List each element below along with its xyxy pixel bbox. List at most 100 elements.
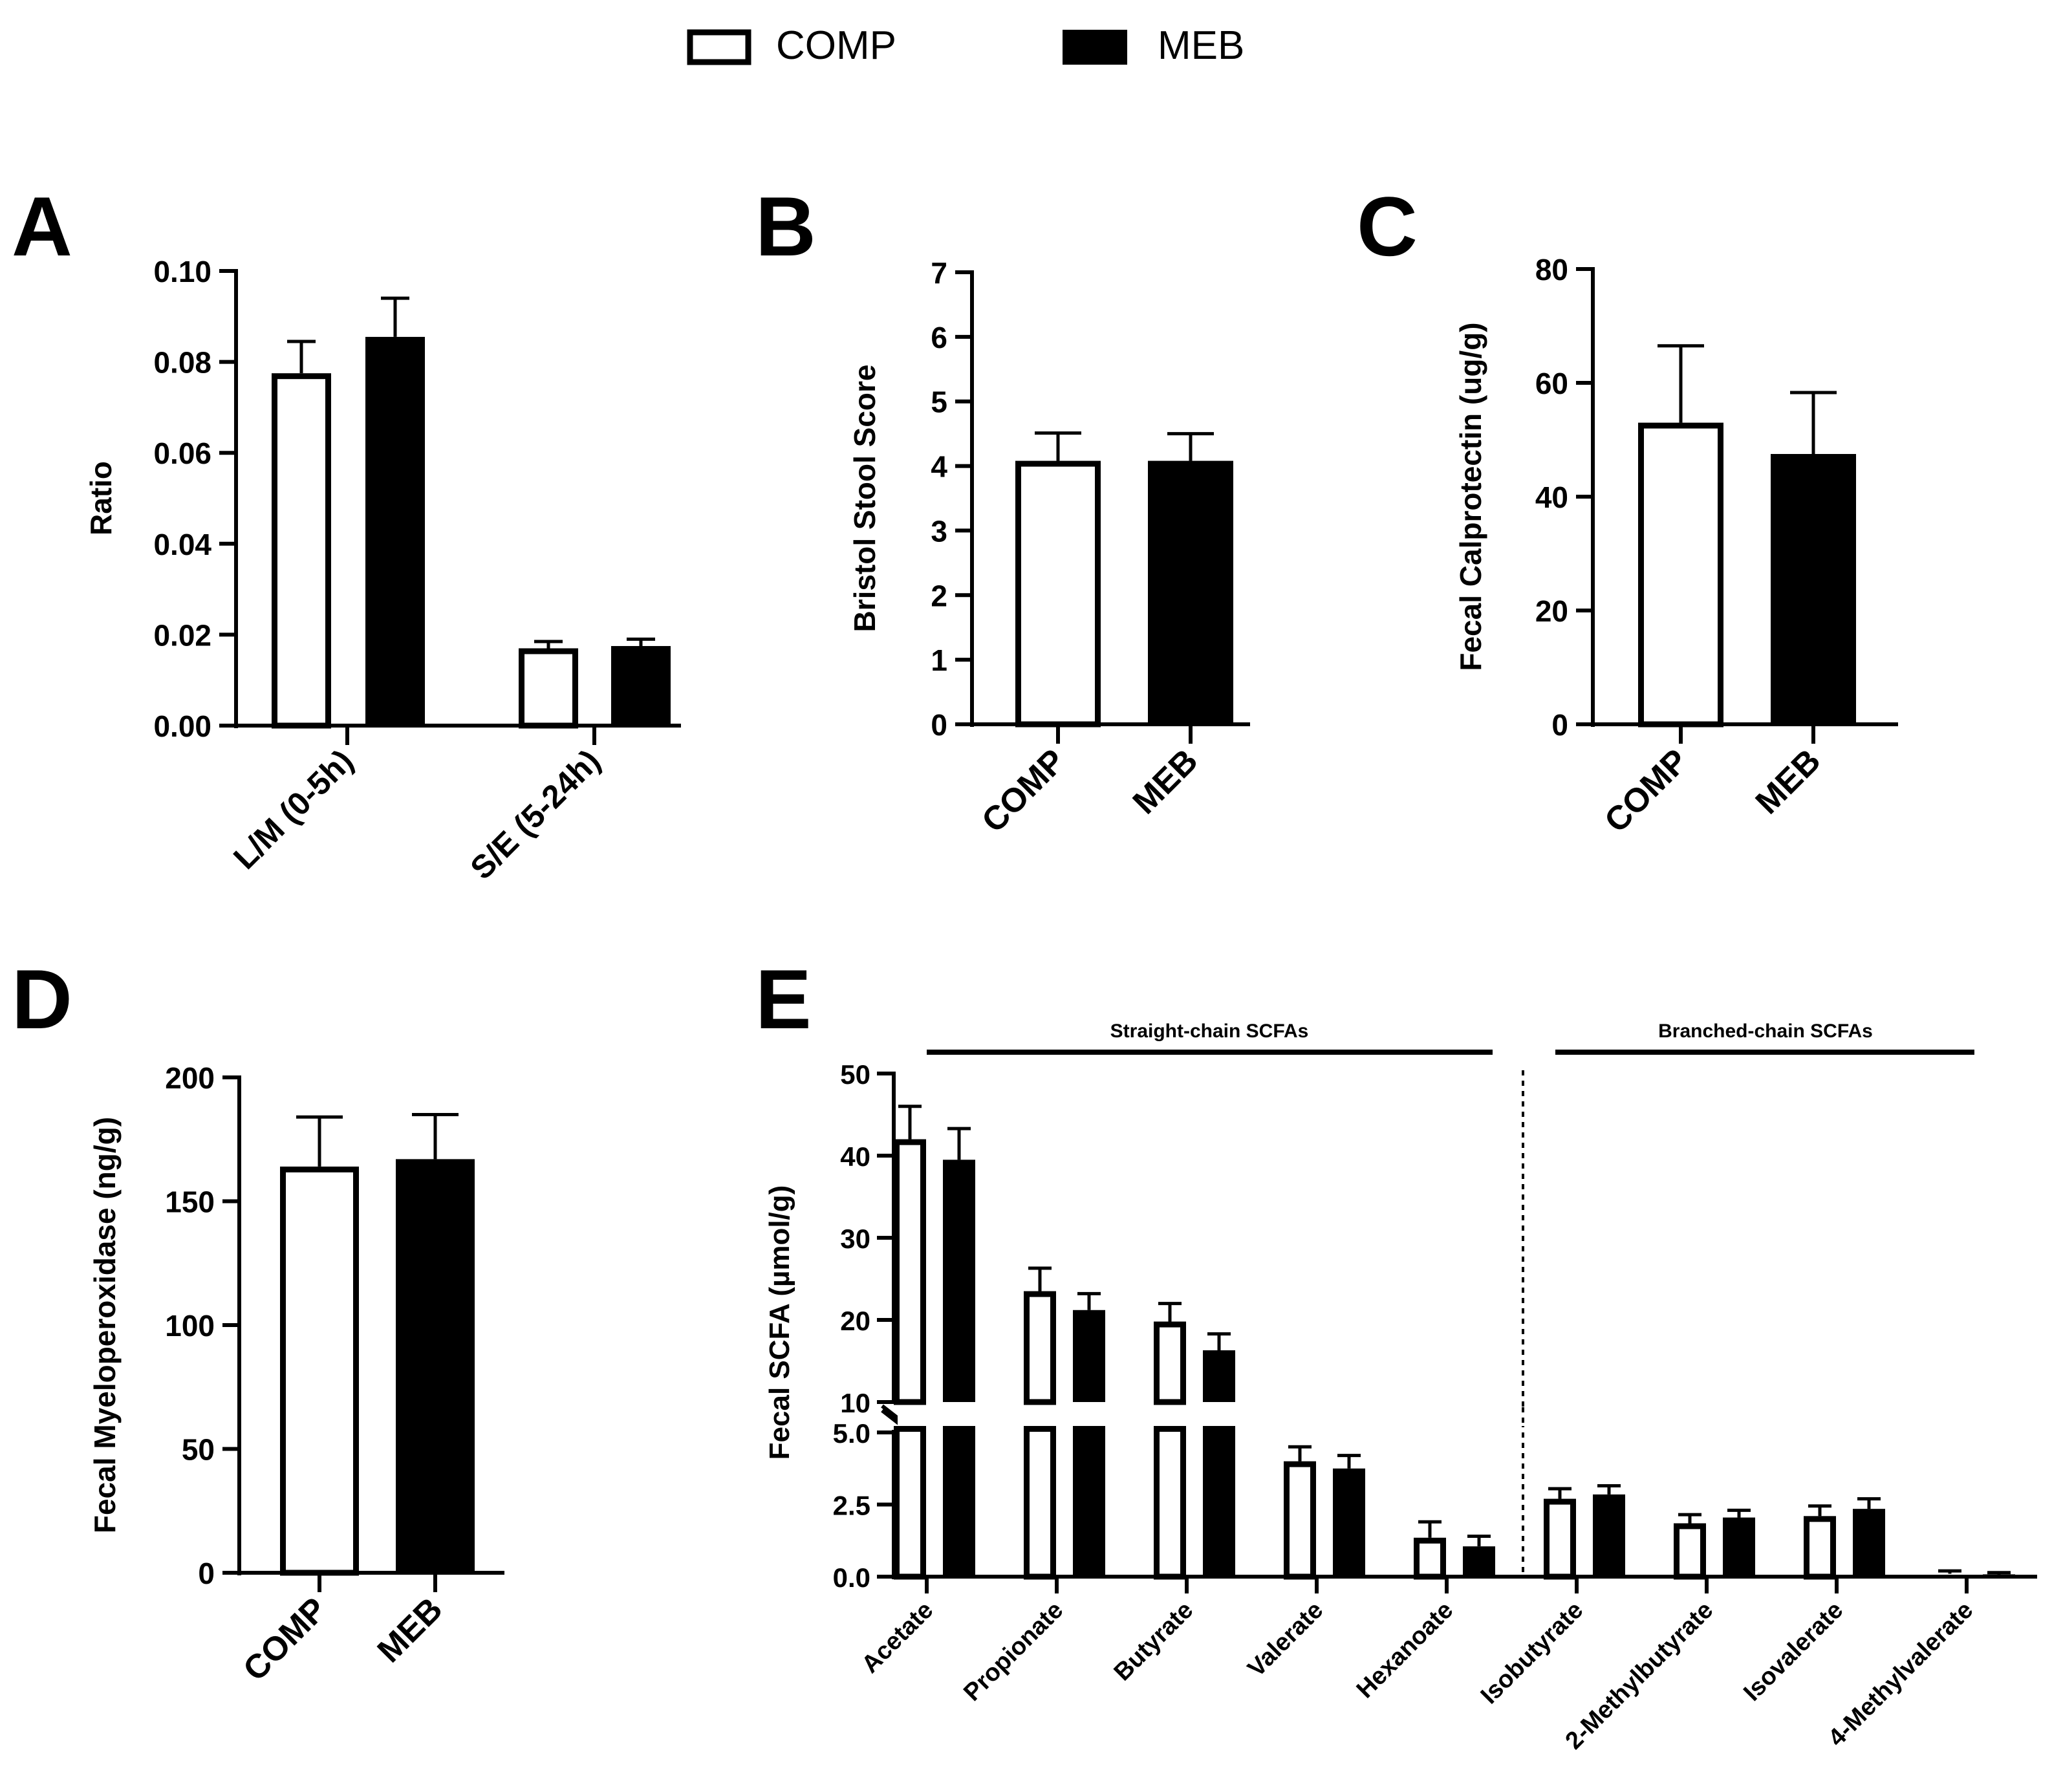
legend-meb-label: MEB <box>1158 23 1244 68</box>
panel-e-bar-comp-lower <box>1154 1426 1186 1580</box>
panel-b-y-tick-label: 6 <box>931 321 947 354</box>
panel-e-x-tick-label: Acetate <box>857 1597 939 1679</box>
panel-b-y-tick-label: 4 <box>931 450 947 484</box>
panel-e-y-tick-label: 30 <box>840 1224 870 1254</box>
panel-a-y-tick-label: 0.04 <box>153 528 211 561</box>
panel-e-bar-comp-lower <box>894 1426 926 1580</box>
panel-a-bar-comp <box>519 648 578 729</box>
panel-e-group-label: Straight-chain SCFAs <box>1110 1020 1309 1042</box>
panel-b-y-tick-label: 5 <box>931 385 947 419</box>
panel-c-y-tick-label: 0 <box>1551 708 1568 742</box>
panel-d-y-tick-label: 0 <box>198 1557 215 1590</box>
panel-e-x-tick-label: Valerate <box>1243 1597 1329 1683</box>
panel-e-y-tick-label: 40 <box>840 1141 870 1172</box>
panel-e-y-tick-label: 10 <box>840 1388 870 1418</box>
panel-e-bar-meb <box>1463 1546 1495 1577</box>
panel-a-y-tick-label: 0.08 <box>153 346 211 380</box>
panel-b-y-tick-label: 1 <box>931 643 947 677</box>
panel-d-y-axis-title: Fecal Myeloperoxidase (ng/g) <box>88 1117 122 1533</box>
panel-d-y-tick-label: 100 <box>165 1309 215 1343</box>
panel-label-d: D <box>12 952 72 1046</box>
panel-e-bar-meb <box>1593 1494 1625 1577</box>
panel-a-y-axis-title: Ratio <box>84 461 118 535</box>
panel-e-bar-meb <box>1853 1509 1885 1577</box>
panel-c-x-tick-label: MEB <box>1749 742 1828 821</box>
panel-a-x-tick-label: S/E (5-24h) <box>463 742 607 886</box>
panel-b-y-tick-label: 2 <box>931 579 947 612</box>
panel-e-bar-meb <box>1983 1574 2015 1577</box>
panel-e-bar-meb-lower <box>1073 1426 1105 1577</box>
panel-e-bar-comp <box>1544 1498 1576 1580</box>
panel-d-x-tick-label: COMP <box>236 1590 334 1688</box>
panel-label-a: A <box>12 179 72 274</box>
panel-e-break-gap <box>898 1407 2037 1426</box>
panel-c-y-tick-label: 20 <box>1535 594 1568 628</box>
panel-e-bar-comp <box>1154 1321 1186 1405</box>
panel-e-bar-meb-lower <box>1203 1426 1235 1577</box>
panel-e-x-tick-label: Hexanoate <box>1352 1597 1459 1704</box>
panel-c-bar-comp <box>1638 422 1723 728</box>
legend-comp-label: COMP <box>776 23 896 68</box>
panel-a-bar-meb <box>365 336 425 726</box>
panel-a-y-tick-label: 0.06 <box>153 437 211 470</box>
panel-e-bar-comp-lower <box>1024 1426 1056 1580</box>
panel-c-bar-meb <box>1771 454 1856 724</box>
panel-label-e: E <box>755 952 812 1046</box>
panel-e-bar-comp <box>1674 1523 1706 1580</box>
panel-c-y-axis-title: Fecal Calprotectin (ug/g) <box>1454 322 1487 671</box>
panel-b-y-axis-title: Bristol Stool Score <box>848 364 881 632</box>
panel-a-y-tick-label: 0.10 <box>153 255 211 288</box>
panel-e-bar-meb-lower <box>943 1426 975 1577</box>
panel-e-bar-meb <box>943 1160 975 1402</box>
panel-e-bar-comp <box>1804 1516 1836 1580</box>
legend-meb-swatch <box>1063 30 1127 65</box>
panel-e-bar-meb <box>1333 1468 1365 1577</box>
panel-d-x-tick-label: MEB <box>371 1590 450 1670</box>
panel-b-x-tick-label: MEB <box>1126 742 1205 821</box>
panel-e-y-tick-label: 5.0 <box>833 1418 870 1449</box>
legend: COMP MEB <box>687 23 1244 68</box>
panel-e-bar-comp <box>894 1139 926 1405</box>
panel-a-y-tick-label: 0.02 <box>153 618 211 652</box>
panel-c-y-tick-label: 60 <box>1535 367 1568 400</box>
panel-e-bar-meb <box>1073 1310 1105 1402</box>
panel-label-c: C <box>1357 179 1418 274</box>
panel-b-y-tick-label: 0 <box>931 708 947 742</box>
panel-e-x-tick-label: 4-Methylvalerate <box>1823 1597 1978 1752</box>
panel-b-bar-comp <box>1015 460 1101 728</box>
panel-d-y-tick-label: 200 <box>165 1061 215 1095</box>
panel-e-x-tick-label: 2-Methylbutyrate <box>1561 1597 1719 1755</box>
panel-b-y-tick-label: 7 <box>931 256 947 290</box>
panel-b-y-tick-label: 3 <box>931 514 947 548</box>
panel-e-x-tick-label: Propionate <box>958 1597 1068 1707</box>
panel-a-bar-comp <box>272 373 331 729</box>
panel-e-y-tick-label: 50 <box>840 1059 870 1090</box>
panel-a-bar-meb <box>611 645 671 726</box>
panel-e-y-tick-label: 0.0 <box>833 1562 870 1593</box>
panel-e-x-tick-label: Isobutyrate <box>1476 1597 1589 1710</box>
panel-e-bar-comp <box>1284 1461 1316 1580</box>
panel-b-bar-meb <box>1148 460 1233 724</box>
panel-d-y-tick-label: 50 <box>182 1433 215 1467</box>
panel-a-y-tick-label: 0.00 <box>153 709 211 743</box>
panel-e-bar-meb <box>1723 1517 1755 1577</box>
legend-comp-swatch <box>687 29 751 65</box>
panel-e-bar-comp <box>1414 1537 1446 1580</box>
panel-d-bar-meb <box>396 1159 475 1573</box>
panel-b-x-tick-label: COMP <box>975 742 1072 839</box>
panel-d-bar-comp <box>280 1166 359 1576</box>
panel-e-y-tick-label: 20 <box>840 1306 870 1336</box>
panel-c-x-tick-label: COMP <box>1597 742 1695 839</box>
panel-e-bar-comp <box>1024 1291 1056 1405</box>
panel-e-x-tick-label: Isovalerate <box>1738 1597 1848 1707</box>
panel-e-bar-meb <box>1203 1350 1235 1402</box>
panel-c-y-tick-label: 40 <box>1535 480 1568 514</box>
panel-a-x-tick-label: L/M (0-5h) <box>226 742 360 876</box>
panel-e-y-tick-label: 2.5 <box>833 1491 870 1521</box>
panel-e-group-label: Branched-chain SCFAs <box>1658 1020 1873 1042</box>
panel-e-y-axis-title: Fecal SCFA (µmol/g) <box>764 1185 795 1460</box>
panel-c-y-tick-label: 80 <box>1535 253 1568 286</box>
panel-label-b: B <box>755 179 816 274</box>
